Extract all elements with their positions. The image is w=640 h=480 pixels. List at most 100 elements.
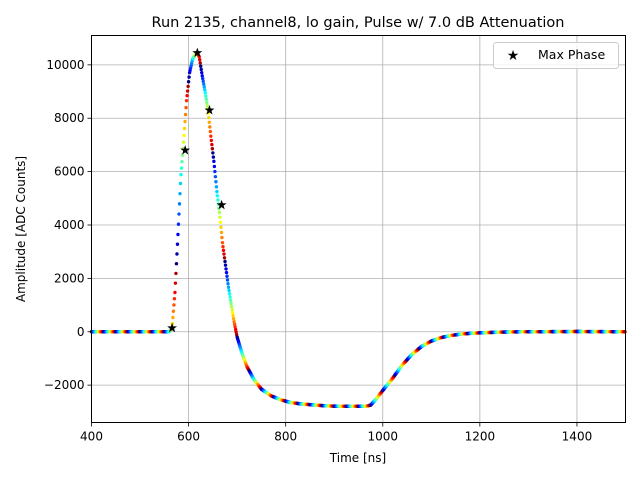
- pulse-point: [213, 169, 217, 174]
- y-axis-label: Amplitude [ADC Counts]: [14, 156, 28, 302]
- x-tick-label: 1200: [465, 430, 496, 444]
- pulse-point: [224, 267, 228, 271]
- pulse-point: [184, 98, 189, 103]
- pulse-point: [186, 80, 191, 84]
- pulse-point: [233, 325, 237, 329]
- pulse-point: [177, 202, 182, 206]
- pulse-point: [174, 271, 178, 276]
- pulse-point: [178, 181, 183, 186]
- pulse-point: [227, 292, 232, 296]
- pulse-point: [225, 278, 230, 282]
- pulse-point: [185, 93, 189, 98]
- pulse-point: [219, 230, 224, 235]
- pulse-point: [182, 133, 186, 138]
- pulse-point: [184, 105, 188, 110]
- pulse-point: [179, 172, 183, 177]
- x-tick-label: 400: [80, 430, 103, 444]
- y-tick-label: 2000: [54, 271, 85, 285]
- pulse-point: [220, 235, 224, 240]
- max-phase-point: [180, 145, 191, 155]
- legend-box: [493, 42, 619, 69]
- pulse-point: [204, 97, 208, 101]
- pulse-series: [89, 51, 627, 408]
- pulse-point: [177, 212, 181, 216]
- pulse-point: [182, 126, 187, 131]
- pulse-point: [183, 112, 188, 117]
- x-axis-label: Time [ns]: [329, 451, 386, 465]
- x-tick-label: 600: [177, 430, 200, 444]
- y-tick-label: 4000: [54, 218, 85, 232]
- pulse-point: [180, 153, 185, 157]
- pulse-point: [202, 82, 206, 86]
- pulse-point: [175, 252, 179, 256]
- pulse-point: [181, 140, 186, 144]
- pulse-point: [197, 55, 201, 59]
- pulse-point: [226, 282, 230, 286]
- pulse-point: [220, 240, 225, 245]
- pulse-point: [225, 274, 229, 278]
- pulse-point: [230, 307, 234, 312]
- pulse-point: [172, 303, 176, 307]
- pulse-point: [204, 94, 208, 98]
- pulse-point: [209, 138, 214, 143]
- pulse-point: [214, 185, 219, 189]
- pulse-point: [207, 115, 211, 120]
- max-phase-series: [167, 47, 227, 333]
- pulse-point: [183, 119, 187, 124]
- pulse-point: [218, 215, 222, 219]
- pulse-point: [233, 327, 238, 332]
- pulse-point: [229, 304, 234, 309]
- pulse-point: [232, 319, 236, 324]
- pulse-point: [222, 256, 227, 260]
- pulse-point: [203, 91, 207, 95]
- chart-title: Run 2135, channel8, lo gain, Pulse w/ 7.…: [152, 15, 565, 31]
- pulse-point: [232, 322, 237, 327]
- pulse-point: [215, 194, 220, 198]
- pulse-point: [198, 58, 202, 62]
- pulse-point: [205, 103, 209, 108]
- pulse-point: [228, 295, 232, 299]
- pulse-point: [202, 85, 206, 89]
- pulse-point: [178, 191, 182, 196]
- pulse-point: [214, 180, 218, 184]
- pulse-point: [174, 262, 179, 266]
- pulse-point: [187, 75, 191, 79]
- pulse-point: [227, 288, 231, 293]
- y-tick-label: 6000: [54, 165, 85, 179]
- y-tick-label: 8000: [54, 111, 85, 125]
- pulse-point: [203, 88, 207, 92]
- y-tick-label: 0: [77, 325, 85, 339]
- pulse-point: [185, 89, 190, 93]
- pulse-point: [229, 301, 233, 306]
- pulse-point: [201, 76, 205, 81]
- pulse-point: [222, 252, 226, 256]
- grid-layer: [91, 35, 626, 423]
- pulse-point: [212, 164, 217, 169]
- pulse-point: [208, 129, 213, 134]
- pulse-point: [208, 125, 212, 129]
- plot-frame: [91, 35, 626, 423]
- pulse-point: [175, 242, 180, 246]
- x-tick-label: 1400: [562, 430, 593, 444]
- pulse-point: [176, 232, 180, 237]
- pulse-point: [215, 189, 219, 194]
- pulse-point: [623, 330, 627, 334]
- pulse-point: [210, 142, 214, 147]
- pulse-point: [198, 61, 202, 65]
- pulse-point: [180, 159, 184, 164]
- pulse-point: [217, 210, 222, 215]
- pulse-point: [207, 120, 212, 124]
- pulse-point: [210, 147, 215, 151]
- y-tick-label: −2000: [44, 378, 85, 392]
- pulse-point: [219, 225, 223, 230]
- legend-label-max-phase: Max Phase: [538, 47, 605, 62]
- pulse-point: [200, 74, 204, 78]
- pulse-point: [226, 285, 231, 289]
- pulse-point: [173, 290, 177, 295]
- max-phase-point: [167, 322, 178, 333]
- pulse-point: [209, 134, 213, 138]
- pulse-point: [213, 174, 218, 179]
- axis-ticks: 400 600 800 1000 1200 1400 −2000 0 2000 4000 6000 8…: [44, 58, 592, 444]
- pulse-point: [216, 198, 220, 202]
